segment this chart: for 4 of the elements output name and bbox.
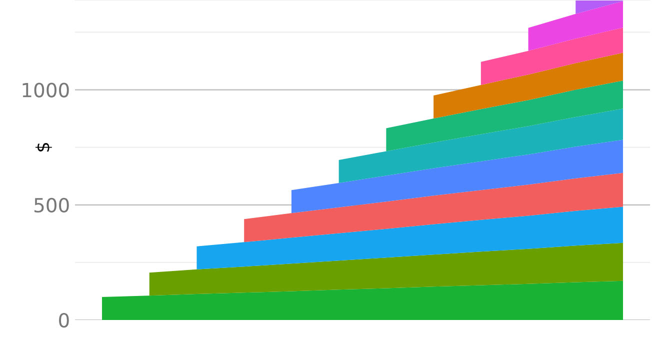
y-axis-title: $ [36,142,52,152]
y-tick-label: 0 [59,312,69,328]
y-tick-label: 500 [34,198,69,213]
y-tick-label: 1000 [22,82,69,98]
